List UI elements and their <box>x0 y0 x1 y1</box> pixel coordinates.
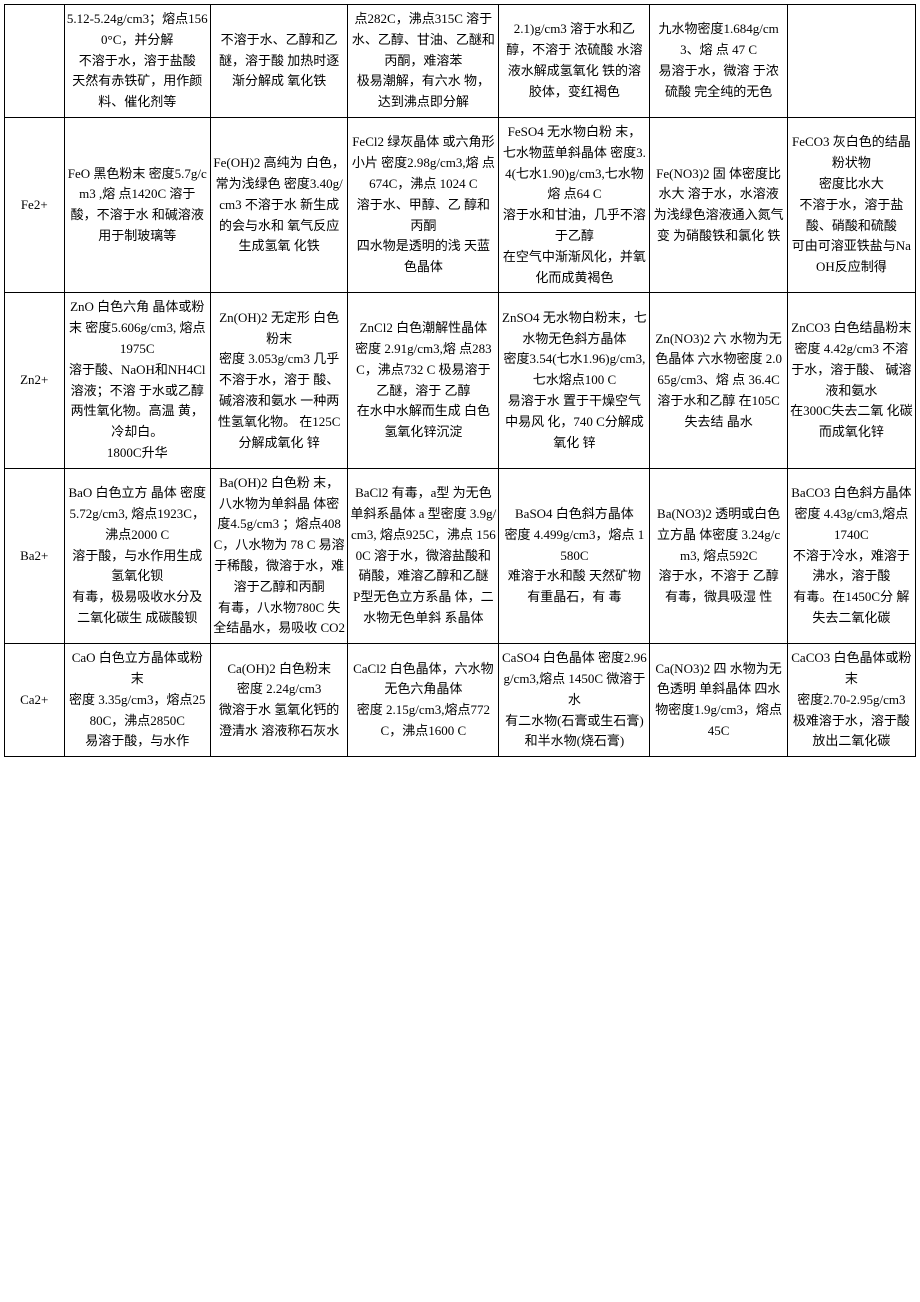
cell-sulfate: CaSO4 白色晶体 密度2.96g/cm3,熔点 1450C 微溶于水有二水物… <box>499 644 650 757</box>
cell-ion <box>5 5 65 118</box>
cell-chloride: 点282C，沸点315C 溶于水、乙醇、甘油、乙醚和丙酮，难溶苯极易潮解，有六水… <box>348 5 499 118</box>
cell-carbonate: BaCO3 白色斜方晶体密度 4.43g/cm3,熔点 1740C不溶于冷水，难… <box>787 468 915 643</box>
table-body: 5.12-5.24g/cm3；熔点1560°C，并分解不溶于水，溶于盐酸天然有赤… <box>5 5 916 757</box>
cell-carbonate: ZnCO3 白色结晶粉末密度 4.42g/cm3 不溶于水，溶于酸、 碱溶液和氨… <box>787 293 915 468</box>
cell-oxide: CaO 白色立方晶体或粉末密度 3.35g/cm3，熔点2580C，沸点2850… <box>64 644 210 757</box>
cell-carbonate <box>787 5 915 118</box>
cell-carbonate: CaCO3 白色晶体或粉末密度2.70-2.95g/cm3 极难溶于水，溶于酸 … <box>787 644 915 757</box>
table-row: Ca2+CaO 白色立方晶体或粉末密度 3.35g/cm3，熔点2580C，沸点… <box>5 644 916 757</box>
cell-ion: Ba2+ <box>5 468 65 643</box>
cell-ion: Ca2+ <box>5 644 65 757</box>
cell-sulfate: FeSO4 无水物白粉 末，七水物蓝单斜晶体 密度3.4(七水1.90)g/cm… <box>499 117 650 292</box>
cell-chloride: BaCl2 有毒，a型 为无色单斜系晶体 a 型密度 3.9g/cm3, 熔点9… <box>348 468 499 643</box>
cell-nitrate: Fe(NO3)2 固 体密度比水大 溶于水，水溶液 为浅绿色溶液通入氮气变 为硝… <box>650 117 787 292</box>
cell-oxide: BaO 白色立方 晶体 密度 5.72g/cm3, 熔点1923C，沸点2000… <box>64 468 210 643</box>
cell-hydroxide: Ba(OH)2 白色粉 末，八水物为单斜晶 体密度4.5g/cm3 ；熔点408… <box>210 468 347 643</box>
cell-nitrate: Zn(NO3)2 六 水物为无色晶体 六水物密度 2.065g/cm3、熔 点 … <box>650 293 787 468</box>
cell-ion: Zn2+ <box>5 293 65 468</box>
cell-ion: Fe2+ <box>5 117 65 292</box>
chemistry-properties-table: 5.12-5.24g/cm3；熔点1560°C，并分解不溶于水，溶于盐酸天然有赤… <box>4 4 916 757</box>
table-row: Zn2+ZnO 白色六角 晶体或粉末 密度5.606g/cm3, 熔点1975C… <box>5 293 916 468</box>
cell-oxide: 5.12-5.24g/cm3；熔点1560°C，并分解不溶于水，溶于盐酸天然有赤… <box>64 5 210 118</box>
cell-nitrate: Ba(NO3)2 透明或白色立方晶 体密度 3.24g/cm3, 熔点592C溶… <box>650 468 787 643</box>
table-row: Ba2+BaO 白色立方 晶体 密度 5.72g/cm3, 熔点1923C，沸点… <box>5 468 916 643</box>
cell-hydroxide: Fe(OH)2 高纯为 白色，常为浅绿色 密度3.40g/cm3 不溶于水 新生… <box>210 117 347 292</box>
cell-oxide: ZnO 白色六角 晶体或粉末 密度5.606g/cm3, 熔点1975C溶于酸、… <box>64 293 210 468</box>
cell-oxide: FeO 黑色粉末 密度5.7g/cm3 ,熔 点1420C 溶于酸，不溶于水 和… <box>64 117 210 292</box>
table-row: Fe2+FeO 黑色粉末 密度5.7g/cm3 ,熔 点1420C 溶于酸，不溶… <box>5 117 916 292</box>
table-row: 5.12-5.24g/cm3；熔点1560°C，并分解不溶于水，溶于盐酸天然有赤… <box>5 5 916 118</box>
cell-chloride: ZnCl2 白色潮解性晶体密度 2.91g/cm3,熔 点283 C，沸点732… <box>348 293 499 468</box>
cell-hydroxide: Zn(OH)2 无定形 白色粉末密度 3.053g/cm3 几乎不溶于水，溶于 … <box>210 293 347 468</box>
cell-chloride: FeCl2 绿灰晶体 或六角形小片 密度2.98g/cm3,熔 点674C，沸点… <box>348 117 499 292</box>
cell-sulfate: BaSO4 白色斜方晶体密度 4.499g/cm3，熔点 1580C难溶于水和酸… <box>499 468 650 643</box>
cell-sulfate: 2.1)g/cm3 溶于水和乙醇，不溶于 浓硫酸 水溶液水解成氢氧化 铁的溶胶体… <box>499 5 650 118</box>
cell-carbonate: FeCO3 灰白色的结晶粉状物密度比水大不溶于水，溶于盐酸、硝酸和硫酸可由可溶亚… <box>787 117 915 292</box>
cell-sulfate: ZnSO4 无水物白粉末，七水物无色斜方晶体密度3.54(七水1.96)g/cm… <box>499 293 650 468</box>
cell-nitrate: Ca(NO3)2 四 水物为无色透明 单斜晶体 四水物密度1.9g/cm3，熔点… <box>650 644 787 757</box>
cell-chloride: CaCl2 白色晶体，六水物无色六角晶体密度 2.15g/cm3,熔点772C，… <box>348 644 499 757</box>
cell-hydroxide: Ca(OH)2 白色粉末密度 2.24g/cm3微溶于水 氢氧化钙的澄清水 溶液… <box>210 644 347 757</box>
cell-hydroxide: 不溶于水、乙醇和乙醚，溶于酸 加热时逐渐分解成 氧化铁 <box>210 5 347 118</box>
cell-nitrate: 九水物密度1.684g/cm3、熔 点 47 C易溶于水，微溶 于浓硫酸 完全纯… <box>650 5 787 118</box>
